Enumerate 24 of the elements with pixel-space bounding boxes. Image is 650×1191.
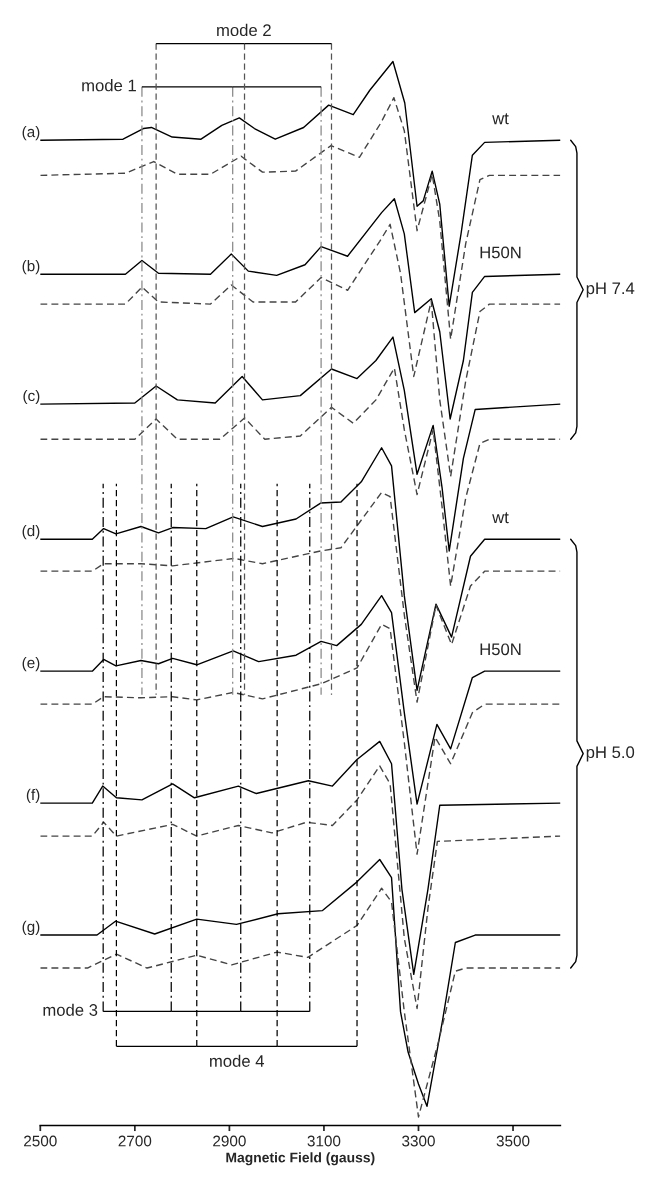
series-label: (f) [26,788,40,804]
annotation: wt [492,113,509,125]
x-tick-label: 3300 [402,1135,435,1147]
x-tick-label: 3100 [307,1135,341,1147]
annotation: mode 3 [43,1003,98,1016]
annotation: mode 4 [210,1054,265,1067]
annotation: H50N [480,643,521,656]
series-label: (g) [22,920,40,936]
annotation: wt [492,512,509,524]
series-label: (e) [22,656,40,672]
text: mode 2 [217,23,271,37]
x-axis-title: Magnetic Field (gauss) [226,1152,375,1166]
series-label: (a) [22,126,40,141]
x-tick-label: 2900 [213,1135,246,1147]
x-tick-label: 2500 [24,1135,57,1147]
series-label: (d) [22,525,40,540]
x-tick-label: 3500 [496,1135,530,1147]
text: pH 5.0 [586,746,635,762]
series-label: (b) [22,260,40,275]
text: pH 7.4 [586,282,635,298]
x-tick-label: 2700 [118,1135,152,1147]
annotation: H50N [480,246,521,259]
annotation: mode 1 [82,79,136,92]
series-label: (c) [23,389,40,405]
